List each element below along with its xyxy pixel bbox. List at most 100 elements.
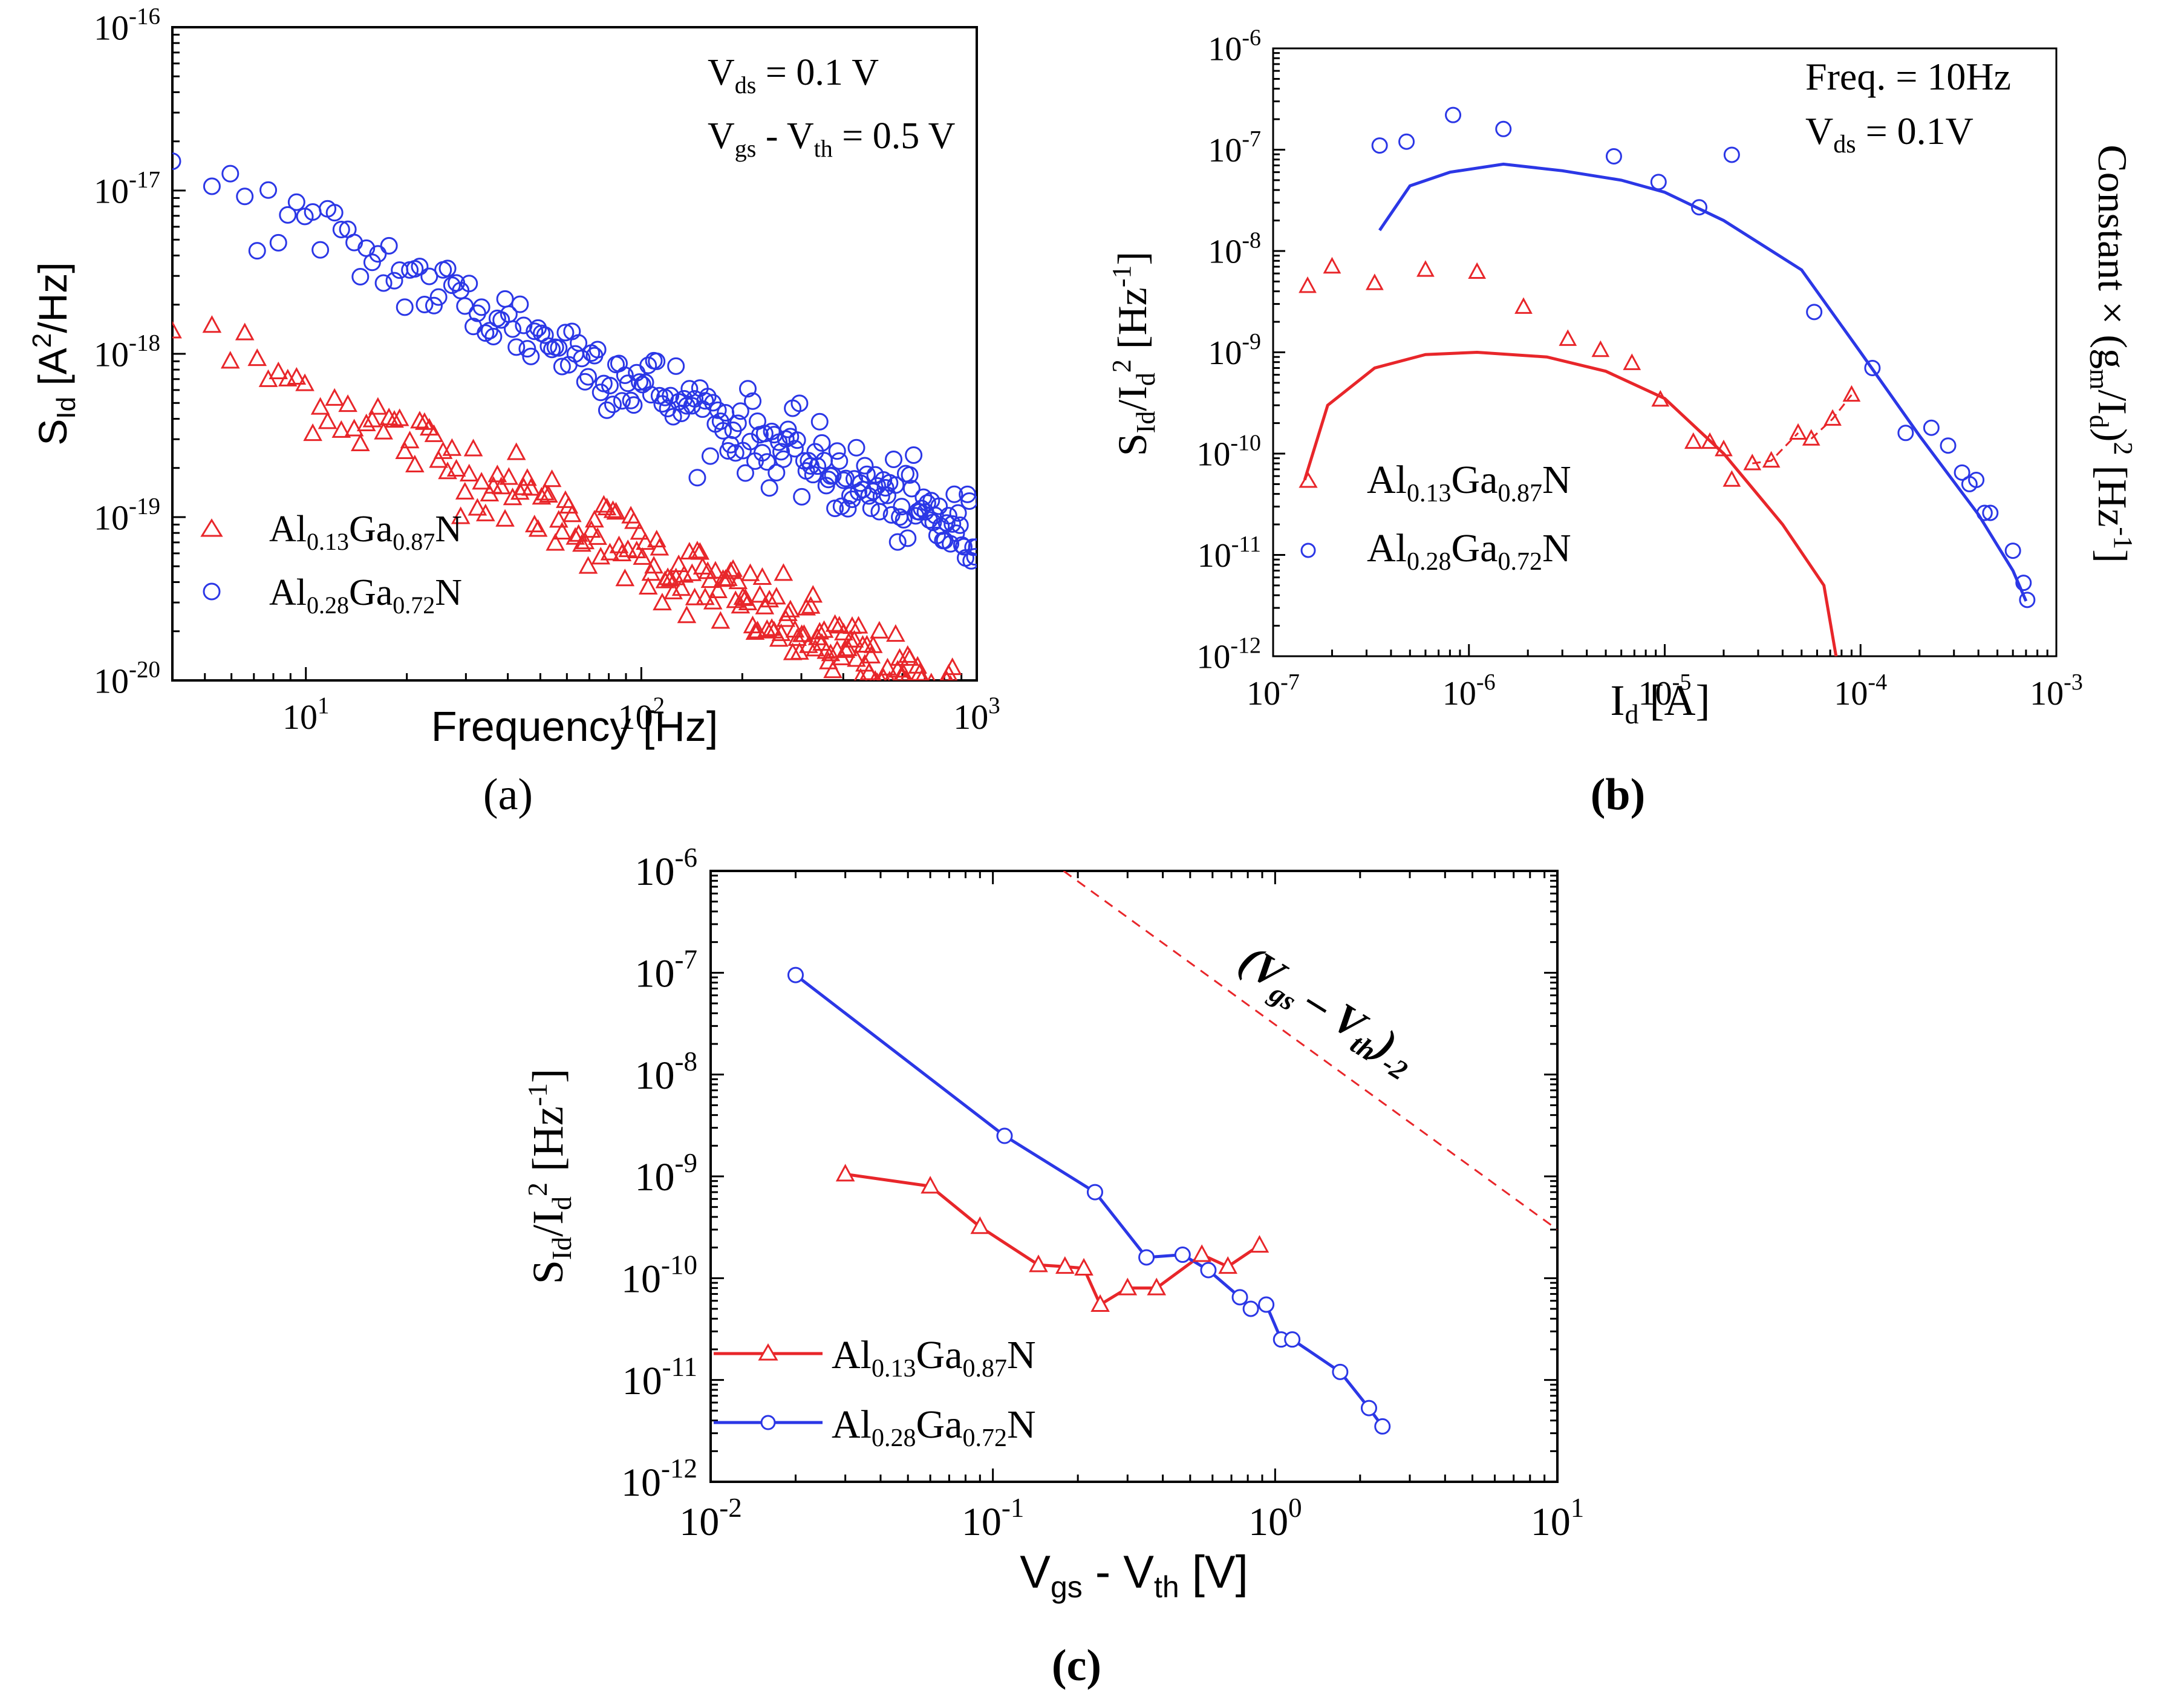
data-point-triangle	[908, 656, 927, 674]
data-point-circle	[287, 193, 305, 211]
data-point-triangle	[528, 519, 548, 537]
x-tick-label: 10-4	[1834, 670, 1887, 712]
data-point-triangle	[1250, 1234, 1269, 1253]
data-point-triangle	[750, 585, 770, 603]
data-point-triangle	[1074, 1257, 1093, 1276]
data-point-circle	[711, 412, 729, 430]
data-point-triangle	[1684, 432, 1703, 449]
data-point-circle	[869, 477, 887, 495]
data-point-triangle	[921, 1176, 940, 1194]
data-point-circle	[824, 466, 842, 484]
data-point-triangle	[362, 409, 382, 428]
data-point-circle	[839, 500, 857, 518]
data-point-triangle	[1651, 390, 1670, 407]
data-point-circle	[1968, 471, 1985, 488]
data-point-triangle	[823, 660, 842, 679]
panel-a-y-axis-label: SId [A2/Hz]	[27, 262, 81, 445]
data-point-triangle	[844, 630, 864, 648]
data-point-circle	[380, 236, 398, 255]
data-point-circle	[1138, 1249, 1155, 1266]
data-point-triangle	[1118, 1277, 1138, 1296]
model-line-blue	[1378, 162, 2028, 602]
data-point-circle	[539, 337, 558, 355]
data-point-circle	[573, 350, 591, 368]
data-point-circle	[753, 444, 771, 462]
data-point-triangle	[630, 522, 650, 540]
data-point-triangle	[491, 477, 511, 495]
data-point-circle	[726, 444, 745, 462]
data-point-circle	[311, 241, 330, 259]
data-point-circle	[477, 324, 495, 342]
data-point-circle	[507, 338, 526, 356]
data-point-circle	[939, 507, 957, 525]
y-tick-label: 10-8	[1208, 228, 1261, 271]
data-point-triangle	[666, 567, 686, 585]
data-point-circle	[701, 447, 719, 465]
data-point-triangle	[706, 561, 725, 579]
data-point-triangle	[803, 585, 823, 603]
data-point-circle	[2015, 575, 2032, 592]
data-point-triangle	[499, 467, 519, 485]
data-point-triangle	[711, 611, 731, 629]
data-point-circle	[598, 401, 616, 419]
data-point-circle	[625, 396, 643, 414]
data-point-circle	[949, 504, 967, 522]
data-point-triangle	[638, 576, 658, 595]
data-point-triangle	[644, 556, 663, 574]
data-point-circle	[858, 465, 876, 483]
reference-dashed-line	[1063, 871, 1557, 1231]
y-tick-label: 10-7	[635, 944, 698, 996]
data-point-triangle	[220, 351, 240, 369]
data-point-circle	[420, 267, 438, 285]
data-point-circle	[804, 466, 822, 484]
data-point-circle	[1897, 425, 1914, 442]
data-point-circle	[484, 327, 503, 345]
data-point-triangle	[331, 420, 351, 438]
data-point-triangle	[521, 478, 541, 496]
data-point-triangle	[487, 464, 507, 483]
y-tick-label: 10-11	[622, 1352, 697, 1403]
data-point-circle	[325, 204, 344, 222]
data-point-circle	[736, 464, 754, 482]
panel-c-ticks: 10-2 10-1 100 101 10-12 10-11 10-10 10-9 10-8 10-…	[621, 843, 1584, 1544]
data-point-circle	[729, 414, 747, 432]
data-point-circle	[856, 457, 874, 475]
data-point-circle	[806, 443, 824, 461]
data-point-triangle	[917, 720, 934, 735]
data-point-triangle	[1147, 1277, 1167, 1296]
data-point-circle	[460, 275, 478, 293]
data-point-triangle	[970, 1216, 990, 1234]
legend-label-al013: Al0.13Ga0.87N	[1367, 458, 1571, 507]
data-point-circle	[787, 966, 804, 983]
data-point-triangle	[594, 495, 614, 513]
data-point-triangle	[475, 503, 495, 521]
data-point-circle	[601, 376, 619, 394]
data-point-triangle	[785, 620, 805, 638]
data-point-triangle	[885, 691, 902, 706]
data-point-triangle	[825, 614, 845, 632]
data-point-circle	[1954, 464, 1970, 481]
data-point-triangle	[650, 538, 670, 556]
panel-c-legend: Al0.13Ga0.87N Al0.28Ga0.72N	[714, 1333, 1036, 1452]
data-point-triangle	[565, 527, 585, 545]
data-point-triangle	[374, 422, 393, 440]
panel-c-chart: 10-2 10-1 100 101 10-12 10-11 10-10 10-9 10-8 10-…	[522, 843, 1584, 1604]
data-point-triangle	[1468, 262, 1487, 279]
x-tick-label: 10-3	[2030, 670, 2083, 712]
caption-c: (c)	[1052, 1641, 1101, 1690]
data-point-triangle	[379, 408, 399, 426]
data-point-triangle	[1323, 256, 1341, 274]
panel-a-legend: Al0.13Ga0.87N Al0.28Ga0.72N	[200, 509, 462, 619]
data-point-triangle	[774, 563, 794, 581]
data-point-triangle	[900, 648, 919, 666]
data-point-circle	[937, 514, 956, 532]
data-point-circle	[947, 524, 965, 543]
data-point-circle	[943, 515, 962, 533]
data-point-triangle	[624, 511, 644, 529]
caption-b: (b)	[1591, 770, 1645, 820]
data-point-triangle	[1591, 340, 1610, 357]
data-point-circle	[876, 478, 895, 497]
data-point-triangle	[708, 580, 728, 599]
legend-triangle-marker	[758, 1343, 778, 1361]
data-point-triangle	[1559, 329, 1577, 346]
